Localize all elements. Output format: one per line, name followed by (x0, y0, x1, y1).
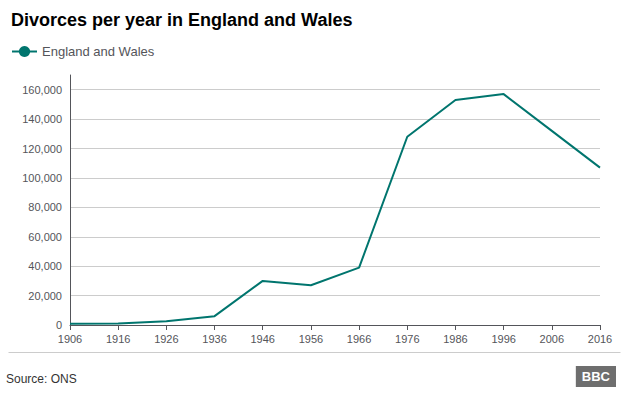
svg-text:BBC: BBC (582, 369, 611, 384)
svg-text:20,000: 20,000 (28, 290, 62, 302)
svg-text:2006: 2006 (540, 333, 564, 345)
svg-text:Divorces per year in England a: Divorces per year in England and Wales (11, 10, 352, 30)
svg-text:1956: 1956 (299, 333, 323, 345)
svg-text:160,000: 160,000 (22, 84, 62, 96)
svg-text:1986: 1986 (443, 333, 467, 345)
svg-text:1916: 1916 (106, 333, 130, 345)
svg-text:80,000: 80,000 (28, 201, 62, 213)
svg-text:1936: 1936 (202, 333, 226, 345)
svg-text:0: 0 (56, 319, 62, 331)
svg-text:Source: ONS: Source: ONS (6, 372, 77, 386)
svg-text:1946: 1946 (250, 333, 274, 345)
svg-text:1966: 1966 (347, 333, 371, 345)
svg-text:2016: 2016 (588, 333, 612, 345)
svg-text:40,000: 40,000 (28, 260, 62, 272)
svg-text:England and Wales: England and Wales (42, 44, 155, 59)
svg-text:140,000: 140,000 (22, 113, 62, 125)
svg-text:1906: 1906 (58, 333, 82, 345)
svg-text:100,000: 100,000 (22, 172, 62, 184)
svg-text:1976: 1976 (395, 333, 419, 345)
svg-text:60,000: 60,000 (28, 231, 62, 243)
svg-text:120,000: 120,000 (22, 143, 62, 155)
svg-text:1926: 1926 (154, 333, 178, 345)
svg-text:1996: 1996 (491, 333, 515, 345)
